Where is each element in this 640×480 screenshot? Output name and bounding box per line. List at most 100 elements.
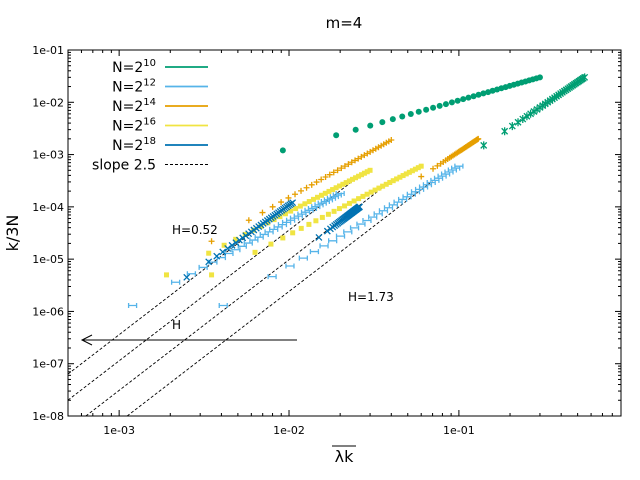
y-tick-label: 1e-01 [32, 44, 64, 57]
legend-label-base: N=2 [112, 119, 143, 135]
data-point [278, 199, 285, 206]
legend-label-exponent: 10 [143, 58, 156, 69]
data-point [224, 244, 232, 252]
data-point [358, 153, 365, 160]
data-point [368, 214, 378, 220]
data-point [297, 203, 303, 209]
y-tick-label: 1e-06 [32, 305, 64, 318]
legend-label-base: N=2 [112, 80, 143, 96]
data-point [333, 185, 339, 191]
data-point [527, 109, 535, 118]
data-point [322, 174, 329, 181]
data-point [356, 221, 366, 227]
data-point [383, 205, 394, 211]
data-point [318, 176, 325, 183]
data-point [460, 96, 467, 103]
annotation-h-arrow: H [172, 318, 181, 332]
data-point [341, 163, 348, 170]
data-point [198, 264, 208, 270]
data-point [325, 211, 331, 217]
data-point [303, 184, 310, 191]
data-point [372, 187, 378, 193]
data-point [205, 258, 213, 266]
data-point [206, 250, 212, 256]
legend-label: slope 2.5 [92, 158, 156, 174]
data-point [315, 194, 321, 200]
data-point [475, 135, 482, 142]
annotation-h-low: H=0.52 [172, 223, 218, 237]
y-tick-label: 1e-02 [32, 96, 64, 109]
data-point [393, 199, 403, 205]
data-point [232, 239, 240, 247]
data-point [501, 127, 509, 136]
data-point [319, 214, 325, 220]
data-point [352, 126, 359, 133]
data-point [406, 169, 412, 175]
data-point [335, 233, 346, 239]
data-point [454, 163, 464, 169]
data-point [353, 175, 359, 181]
data-point [390, 178, 396, 184]
data-point [373, 211, 383, 217]
data-point [403, 171, 409, 177]
data-point [333, 132, 340, 139]
data-point [290, 230, 296, 236]
data-point [293, 206, 299, 212]
data-point [298, 225, 304, 231]
data-point [402, 194, 412, 200]
y-axis-label: k/3N [3, 215, 22, 252]
data-point [415, 108, 422, 115]
legend-label-base: slope 2.5 [92, 158, 156, 174]
data-point [328, 238, 338, 244]
data-point [219, 248, 227, 256]
data-point [581, 73, 589, 82]
data-point [412, 166, 418, 172]
y-tick-label: 1e-03 [32, 149, 64, 162]
data-point [364, 169, 370, 175]
data-point [465, 94, 472, 101]
legend-label: N=212 [112, 78, 156, 96]
data-point [407, 111, 414, 118]
data-point [379, 119, 386, 126]
data-point [346, 200, 352, 206]
data-point [356, 173, 362, 179]
data-point [519, 115, 527, 124]
data-point [378, 208, 389, 214]
data-point [265, 220, 271, 226]
data-point [285, 194, 292, 201]
data-point [335, 191, 345, 197]
y-tick-label: 1e-05 [32, 253, 64, 266]
data-point [330, 169, 337, 176]
series-2-18-h1 [315, 203, 363, 241]
data-point [289, 199, 297, 207]
data-point [383, 181, 389, 187]
data-point [442, 101, 449, 108]
data-point [322, 190, 328, 196]
slope-reference-line [126, 180, 433, 417]
series-2-12-h1 [218, 163, 464, 308]
data-point [326, 188, 332, 194]
data-point [400, 173, 406, 179]
data-point [349, 225, 360, 231]
data-point [454, 97, 461, 104]
legend-label: N=216 [112, 117, 156, 135]
data-point [267, 274, 277, 280]
legend-label: N=218 [112, 136, 156, 154]
data-point [368, 189, 374, 195]
data-point [397, 174, 403, 180]
data-point [285, 263, 295, 269]
legend-label-base: N=2 [112, 138, 143, 154]
legend-label-exponent: 18 [143, 136, 156, 147]
data-point [163, 272, 169, 278]
data-point [313, 179, 320, 186]
data-point [280, 235, 286, 241]
data-point [348, 159, 355, 166]
data-point [326, 171, 333, 178]
data-point [186, 271, 197, 277]
x-tick-label: 1e-03 [103, 424, 135, 437]
data-point [306, 199, 312, 205]
data-point [315, 233, 323, 241]
data-point [523, 112, 531, 121]
data-point [360, 193, 366, 199]
y-tick-label: 1e-08 [32, 410, 64, 423]
